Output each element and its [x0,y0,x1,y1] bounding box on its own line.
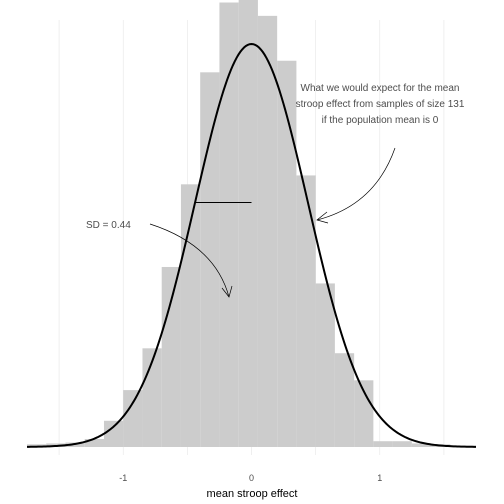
histogram-bar [103,420,124,447]
histogram-bar [27,444,47,447]
histogram-bar [354,380,374,447]
histogram-bar [315,283,335,447]
histogram-bar [334,353,355,447]
histogram-bar [277,60,297,447]
histogram-bar [84,438,104,447]
x-tick-label: 0 [249,473,254,483]
histogram-bar [411,443,432,447]
x-tick-label: 1 [377,473,382,483]
curve-note-line-1: What we would expect for the mean [301,83,460,94]
sd-note-arrowhead [221,285,233,298]
sd-note: SD = 0.44 [86,220,131,231]
histogram-bar [392,441,412,447]
normal-curve [26,42,477,448]
histogram-bar [219,2,239,447]
curve-note-line-3: if the population mean is 0 [322,115,439,126]
histogram-bar [123,390,143,447]
x-axis-ticks: -1 0 1 [119,473,382,483]
curve-note-arrowhead [316,211,329,224]
curve-note-line-2: stroop effect from samples of size 131 [296,99,465,110]
histogram-bar [373,441,393,447]
histogram-bar [257,15,278,447]
x-axis-title: mean stroop effect [207,488,298,500]
histogram-bar [161,266,181,447]
histogram-bars [27,0,476,448]
histogram-bar [296,175,316,447]
histogram-bar [200,72,220,447]
sd-note-arrow [149,223,230,298]
x-tick-label: -1 [119,473,127,483]
histogram-bar [238,0,258,447]
histogram-bar [180,184,201,448]
curve-note-arrow [316,147,396,221]
